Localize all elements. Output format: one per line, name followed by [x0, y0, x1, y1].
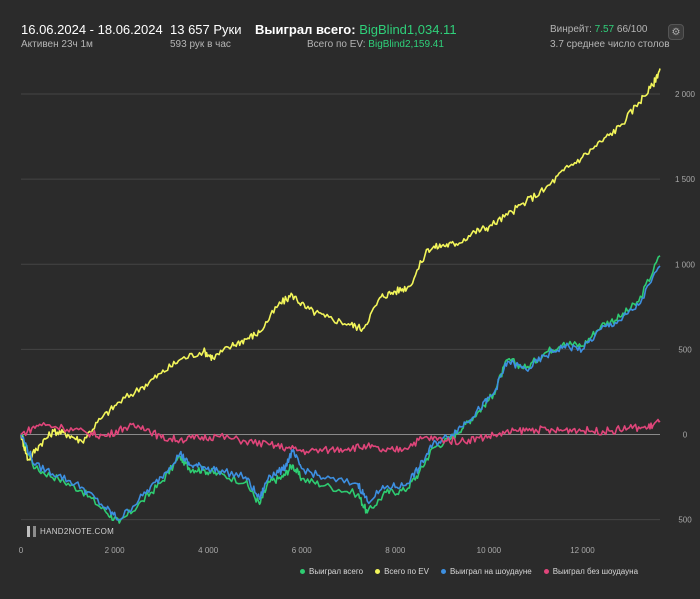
logo-text: HAND2NOTE.COM: [40, 527, 115, 536]
y-tick-label: 0: [683, 430, 688, 439]
gear-icon: ⚙: [671, 26, 681, 38]
ev-label: Всего по EV:: [307, 39, 366, 50]
legend-label: Выиграл всего: [309, 567, 364, 576]
x-tick-label: 6 000: [292, 546, 313, 555]
x-tick-label: 8 000: [385, 546, 406, 555]
series-line: [20, 68, 661, 461]
x-tick-label: 4 000: [198, 546, 219, 555]
winrate-label: Винрейт:: [550, 24, 592, 35]
x-tick-label: 12 000: [570, 546, 595, 555]
y-tick-label: 1 500: [675, 175, 696, 184]
ev-value: BigBlind2,159.41: [368, 39, 444, 50]
x-tick-label: 2 000: [105, 546, 126, 555]
legend-dot-icon: [543, 569, 549, 574]
legend-item[interactable]: Выиграл на шоудауне: [440, 567, 532, 576]
winrate-suffix: 66/100: [616, 24, 648, 35]
legend-label: Выиграл на шоудауне: [449, 567, 532, 576]
settings-button[interactable]: ⚙: [668, 24, 684, 40]
legend-item[interactable]: Выиграл всего: [300, 567, 363, 576]
won-value: BigBlind1,034.11: [359, 22, 457, 37]
winrate-value: 7.57: [594, 24, 615, 35]
y-tick-label: 2 000: [675, 90, 696, 99]
legend-item[interactable]: Всего по EV: [375, 567, 429, 576]
legend-item[interactable]: Выиграл без шоудауна: [543, 567, 639, 576]
legend-dot-icon: [300, 569, 305, 574]
legend-dot-icon: [375, 569, 381, 574]
series-line: [20, 418, 661, 456]
x-tick-label: 0: [19, 546, 24, 555]
won-total: Выиграл всего: BigBlind1,034.11: [255, 22, 457, 37]
date-range: 16.06.2024 - 18.06.2024: [21, 22, 163, 37]
winrate: Винрейт: 7.57 66/100: [550, 24, 647, 35]
hands-count: 13 657 Руки: [170, 22, 242, 37]
legend-label: Всего по EV: [384, 567, 429, 576]
chart-legend: Выиграл всего Всего по EV Выиграл на шоуда…: [300, 567, 638, 576]
ev-total: Всего по EV: BigBlind2,159.41: [307, 39, 444, 50]
hand2note-logo: HAND2NOTE.COM: [27, 526, 114, 537]
avg-tables: 3.7 среднее число столов: [550, 39, 670, 50]
legend-label: Выиграл без шоудауна: [552, 567, 639, 576]
logo-mark-icon: [27, 526, 36, 537]
active-time: Активен 23ч 1м: [21, 39, 93, 50]
hands-rate: 593 рук в час: [170, 39, 231, 50]
series-line: [20, 265, 661, 521]
y-tick-label: 1 000: [675, 260, 696, 269]
y-tick-label: 500: [678, 516, 692, 525]
won-label: Выиграл всего:: [255, 22, 356, 37]
legend-dot-icon: [440, 569, 446, 574]
y-tick-label: 500: [678, 345, 692, 354]
series-line: [20, 255, 661, 524]
x-tick-label: 10 000: [477, 546, 502, 555]
